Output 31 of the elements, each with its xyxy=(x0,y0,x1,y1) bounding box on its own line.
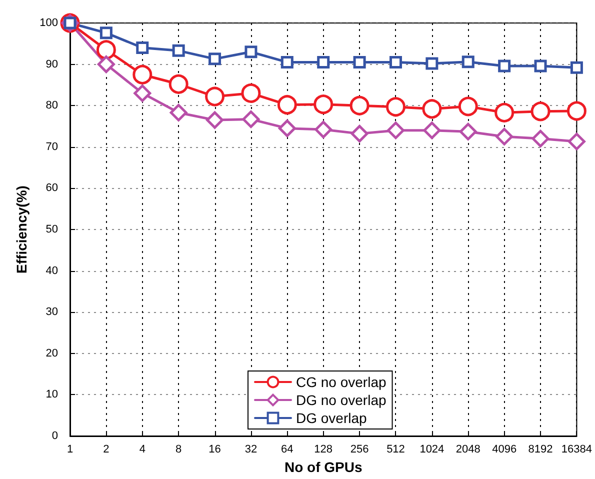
legend-label: DG no overlap xyxy=(296,392,386,408)
x-tick-label: 1 xyxy=(66,444,74,456)
y-tick-label: 20 xyxy=(46,347,58,360)
x-tick-label: 2048 xyxy=(456,444,480,456)
y-tick-label: 10 xyxy=(46,388,58,401)
x-tick-label: 16 xyxy=(208,444,221,456)
y-tick-label: 80 xyxy=(46,100,58,112)
x-tick-label: 64 xyxy=(281,444,294,456)
y-tick-label: 70 xyxy=(46,140,58,153)
y-tick-label: 60 xyxy=(46,182,58,194)
x-tick-label: 32 xyxy=(244,444,258,456)
x-tick-label: 4096 xyxy=(492,444,517,456)
x-tick-label: 1024 xyxy=(420,444,444,456)
x-tick-label: 2 xyxy=(103,444,110,456)
y-tick-label: 40 xyxy=(46,264,58,277)
y-axis-title: Efficiency(%) xyxy=(14,186,30,274)
x-tick-label: 8192 xyxy=(528,444,553,456)
y-tick-label: 90 xyxy=(46,58,58,70)
y-tick-label: 0 xyxy=(52,430,58,442)
x-tick-label: 128 xyxy=(314,444,333,456)
y-tick-label: 100 xyxy=(40,17,58,29)
x-axis-title: No of GPUs xyxy=(284,459,362,475)
x-tick-label: 4 xyxy=(139,444,146,456)
x-tick-label: 512 xyxy=(386,444,405,456)
x-tick-label: 16384 xyxy=(561,444,592,456)
x-tick-label: 256 xyxy=(350,444,369,456)
y-tick-label: 30 xyxy=(46,306,58,318)
legend-label: CG no overlap xyxy=(296,374,386,390)
y-tick-label: 50 xyxy=(46,224,58,236)
legend-label: DG overlap xyxy=(296,410,368,426)
x-tick-label: 8 xyxy=(176,444,182,456)
